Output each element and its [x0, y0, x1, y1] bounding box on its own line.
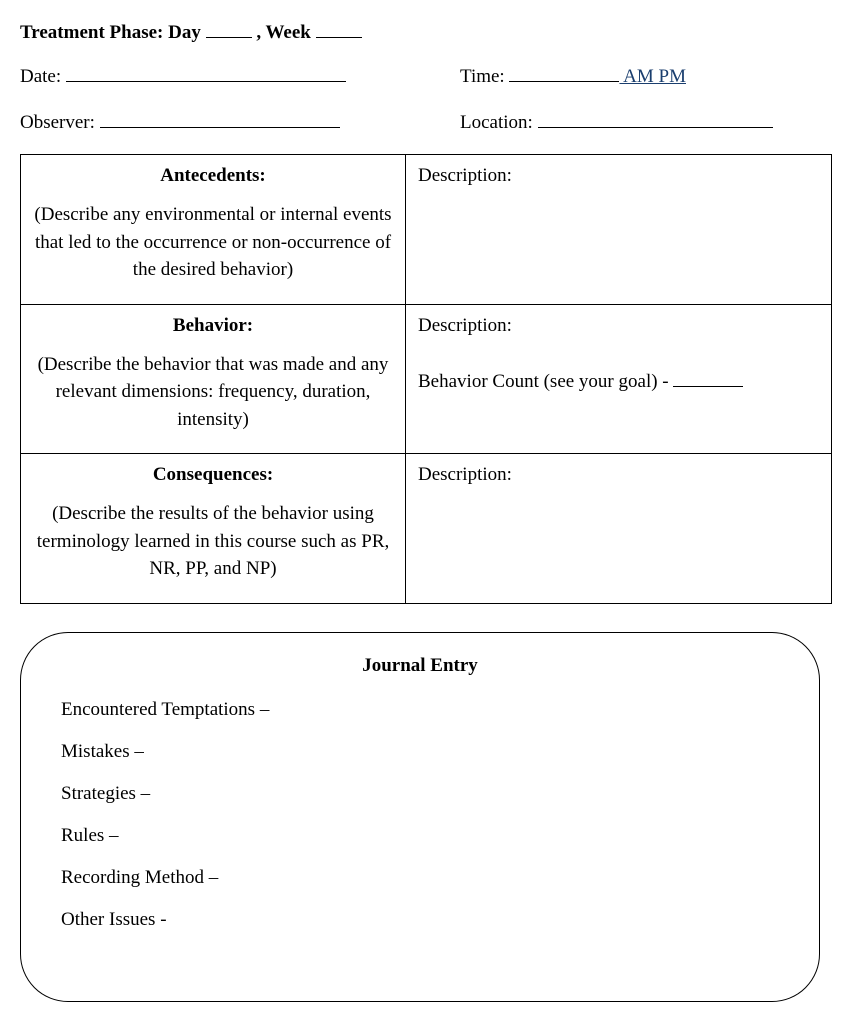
- section-title: Behavior:: [33, 315, 393, 337]
- abc-left-cell: Antecedents: (Describe any environmental …: [21, 155, 406, 305]
- date-blank[interactable]: [66, 62, 346, 82]
- location-field: Location:: [460, 108, 840, 134]
- observer-blank[interactable]: [100, 108, 340, 128]
- behavior-count-line: Behavior Count (see your goal) -: [418, 367, 819, 393]
- table-row: Behavior: (Describe the behavior that was…: [21, 304, 832, 454]
- journal-item[interactable]: Strategies –: [61, 783, 779, 805]
- am-pm[interactable]: AM PM: [619, 66, 686, 87]
- observer-label: Observer:: [20, 112, 100, 133]
- description-label: Description:: [418, 315, 819, 337]
- journal-item[interactable]: Mistakes –: [61, 741, 779, 763]
- journal-box: Journal Entry Encountered Temptations – M…: [20, 632, 820, 1002]
- description-label: Description:: [418, 165, 819, 187]
- abc-right-cell[interactable]: Description:: [406, 155, 832, 305]
- section-desc: (Describe any environmental or internal …: [33, 201, 393, 284]
- description-label: Description:: [418, 464, 819, 486]
- location-blank[interactable]: [538, 108, 773, 128]
- section-title: Antecedents:: [33, 165, 393, 187]
- time-label: Time:: [460, 66, 509, 87]
- section-desc: (Describe the behavior that was made and…: [33, 351, 393, 434]
- journal-item[interactable]: Recording Method –: [61, 867, 779, 889]
- date-field: Date:: [20, 62, 460, 88]
- abc-left-cell: Behavior: (Describe the behavior that was…: [21, 304, 406, 454]
- abc-left-cell: Consequences: (Describe the results of th…: [21, 454, 406, 604]
- time-field: Time: AM PM: [460, 62, 840, 88]
- journal-item[interactable]: Rules –: [61, 825, 779, 847]
- phase-prefix: Treatment Phase: Day: [20, 22, 206, 43]
- behavior-count-blank[interactable]: [673, 367, 743, 387]
- treatment-phase-header: Treatment Phase: Day , Week: [20, 18, 840, 44]
- table-row: Consequences: (Describe the results of th…: [21, 454, 832, 604]
- time-blank[interactable]: [509, 62, 619, 82]
- journal-item[interactable]: Encountered Temptations –: [61, 699, 779, 721]
- abc-table: Antecedents: (Describe any environmental …: [20, 154, 832, 604]
- abc-right-cell[interactable]: Description:: [406, 454, 832, 604]
- journal-item[interactable]: Other Issues -: [61, 909, 779, 931]
- location-label: Location:: [460, 112, 538, 133]
- date-label: Date:: [20, 66, 66, 87]
- week-blank[interactable]: [316, 18, 362, 38]
- behavior-count-label: Behavior Count (see your goal) -: [418, 371, 673, 392]
- abc-right-cell[interactable]: Description: Behavior Count (see your goa…: [406, 304, 832, 454]
- section-desc: (Describe the results of the behavior us…: [33, 500, 393, 583]
- observer-field: Observer:: [20, 108, 460, 134]
- journal-title: Journal Entry: [61, 655, 779, 677]
- table-row: Antecedents: (Describe any environmental …: [21, 155, 832, 305]
- section-title: Consequences:: [33, 464, 393, 486]
- phase-mid: , Week: [252, 22, 316, 43]
- day-blank[interactable]: [206, 18, 252, 38]
